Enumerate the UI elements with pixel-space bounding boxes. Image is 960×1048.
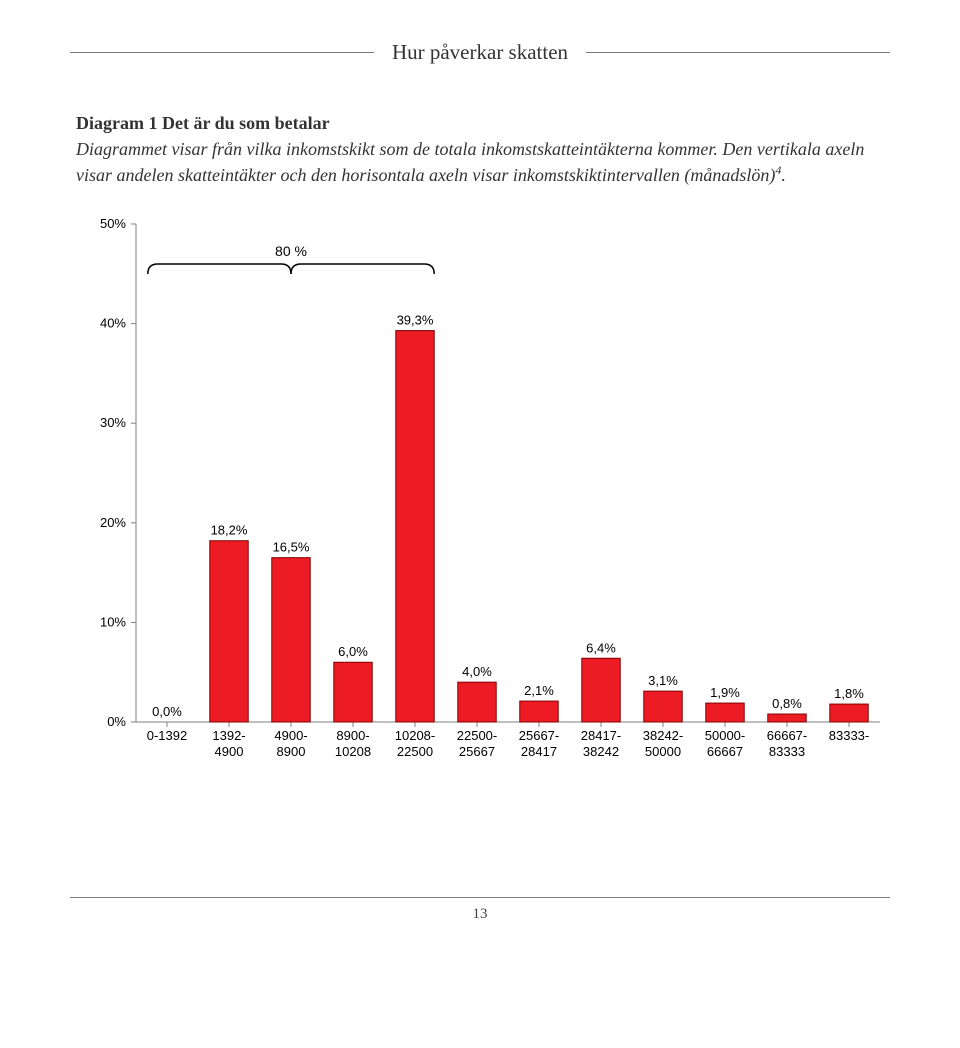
x-category-label: 83333 [769, 744, 805, 759]
svg-text:10%: 10% [100, 615, 126, 630]
bar [334, 663, 372, 723]
header: Hur påverkar skatten [70, 40, 890, 65]
bar [582, 659, 620, 723]
bar [830, 704, 868, 722]
caption-body: Diagrammet visar från vilka inkomstskikt… [76, 139, 864, 185]
rule-left [70, 52, 374, 53]
bar [644, 691, 682, 722]
x-category-label: 25667- [519, 728, 559, 743]
bar-value-label: 0,0% [152, 704, 182, 719]
x-category-label: 1392- [212, 728, 245, 743]
x-category-label: 10208 [335, 744, 371, 759]
svg-text:40%: 40% [100, 316, 126, 331]
bar-value-label: 39,3% [397, 313, 434, 328]
figure-caption: Diagram 1 Det är du som betalar Diagramm… [76, 110, 884, 188]
x-category-label: 8900- [336, 728, 369, 743]
bar-value-label: 1,9% [710, 685, 740, 700]
svg-text:20%: 20% [100, 515, 126, 530]
bracket-label: 80 % [275, 243, 307, 259]
svg-text:50%: 50% [100, 216, 126, 231]
page-number: 13 [70, 906, 890, 923]
bar-chart: 0%10%20%30%40%50%0,0%0-139218,2%1392-490… [70, 212, 890, 777]
page-title: Hur påverkar skatten [374, 40, 586, 65]
x-category-label: 28417- [581, 728, 621, 743]
x-category-label: 28417 [521, 744, 557, 759]
bracket [148, 264, 291, 274]
x-category-label: 66667- [767, 728, 807, 743]
bar [396, 331, 434, 722]
bar [768, 714, 806, 722]
svg-text:30%: 30% [100, 415, 126, 430]
bar-value-label: 4,0% [462, 664, 492, 679]
caption-title: Diagram 1 Det är du som betalar [76, 113, 330, 133]
x-category-label: 38242- [643, 728, 683, 743]
bar [272, 558, 310, 722]
caption-trailing: . [781, 165, 786, 185]
svg-text:0%: 0% [107, 714, 126, 729]
bar [458, 682, 496, 722]
bar-value-label: 0,8% [772, 696, 802, 711]
x-category-label: 38242 [583, 744, 619, 759]
x-category-label: 50000- [705, 728, 745, 743]
bar-value-label: 2,1% [524, 683, 554, 698]
rule-right [586, 52, 890, 53]
bar [520, 701, 558, 722]
bar-value-label: 6,0% [338, 645, 368, 660]
bar [210, 541, 248, 722]
footer-rule [70, 897, 890, 898]
x-category-label: 8900 [277, 744, 306, 759]
x-category-label: 4900- [274, 728, 307, 743]
bar [706, 703, 744, 722]
x-category-label: 25667 [459, 744, 495, 759]
bar-value-label: 18,2% [211, 523, 248, 538]
bar-value-label: 3,1% [648, 673, 678, 688]
bracket [291, 264, 434, 274]
bar-value-label: 6,4% [586, 641, 616, 656]
x-category-label: 22500 [397, 744, 433, 759]
x-category-label: 22500- [457, 728, 497, 743]
x-category-label: 10208- [395, 728, 435, 743]
x-category-label: 83333- [829, 728, 869, 743]
x-category-label: 0-1392 [147, 728, 187, 743]
bar-value-label: 16,5% [273, 540, 310, 555]
bar-value-label: 1,8% [834, 686, 864, 701]
x-category-label: 4900 [215, 744, 244, 759]
x-category-label: 66667 [707, 744, 743, 759]
chart-svg: 0%10%20%30%40%50%0,0%0-139218,2%1392-490… [70, 212, 890, 777]
page: Hur påverkar skatten Diagram 1 Det är du… [0, 0, 960, 1048]
x-category-label: 50000 [645, 744, 681, 759]
